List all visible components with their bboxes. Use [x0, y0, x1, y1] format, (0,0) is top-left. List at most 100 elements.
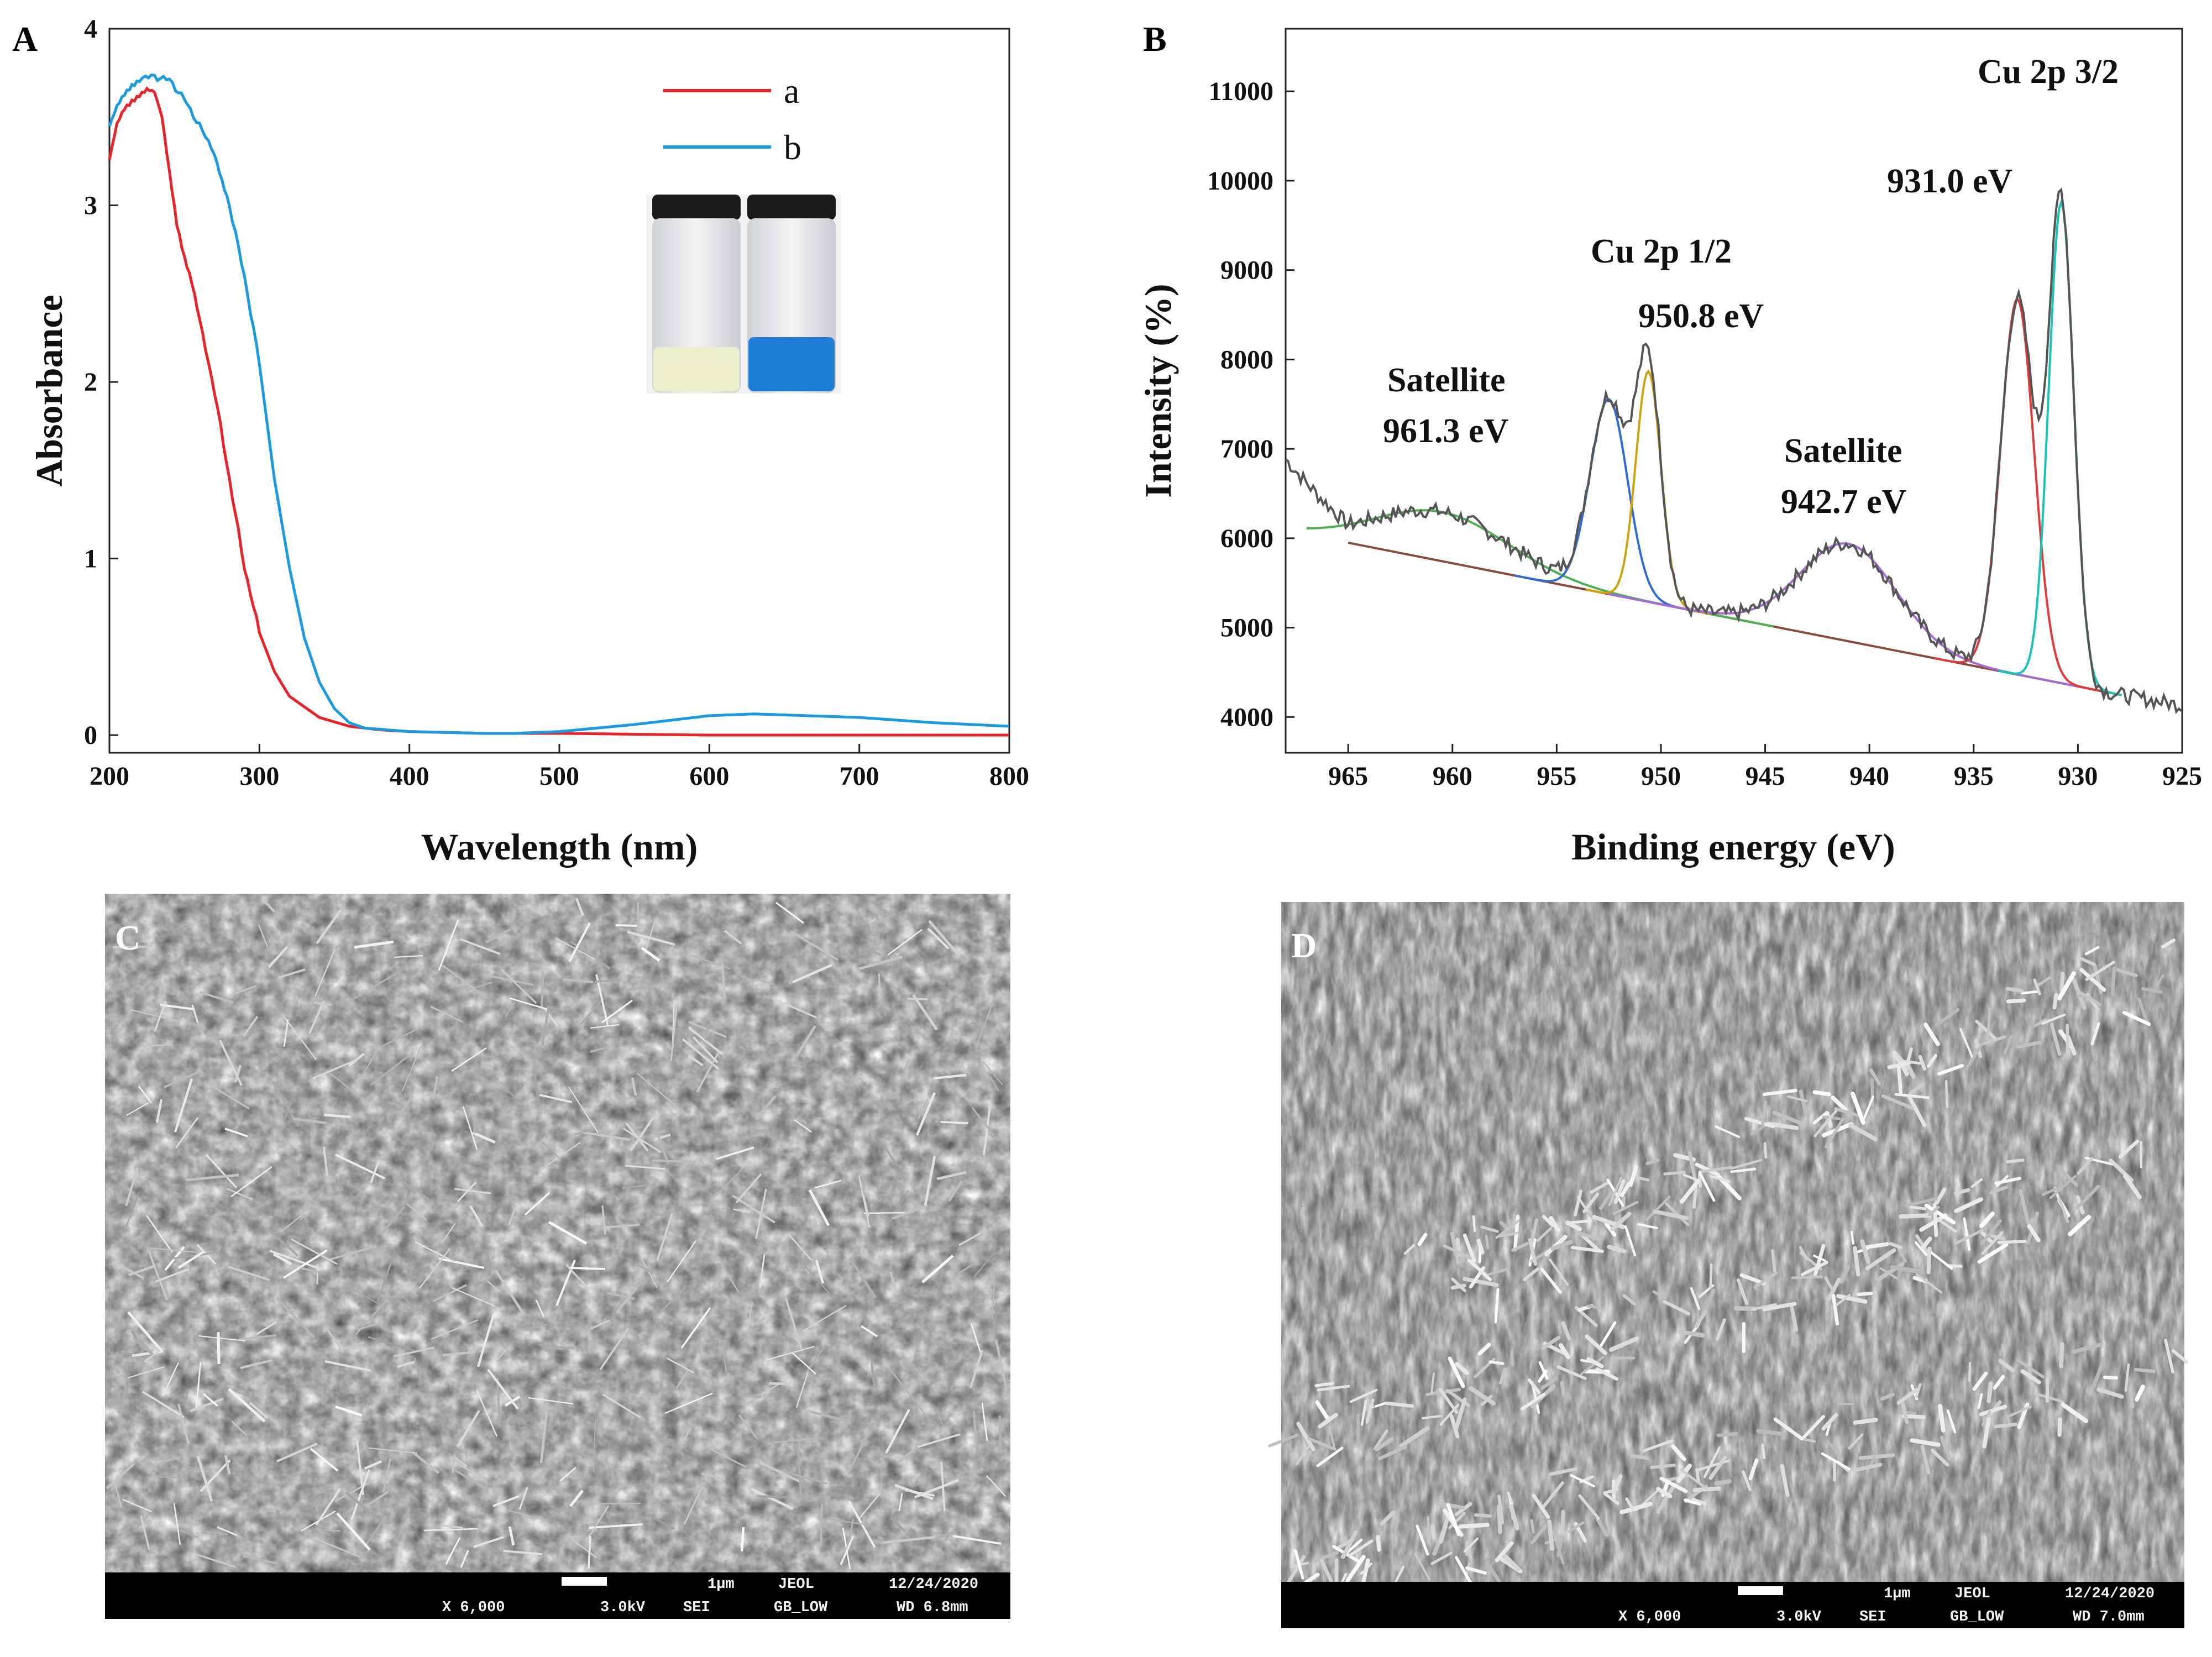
sem-flake	[272, 1252, 292, 1266]
sem-flake	[637, 1073, 680, 1109]
sem-flake	[376, 1258, 394, 1303]
sem-crystal	[2110, 966, 2116, 997]
sem-flake	[277, 968, 306, 979]
sem-flake	[354, 940, 394, 949]
sem-flake	[198, 1335, 246, 1341]
sem-crystal	[1465, 1566, 1487, 1575]
sem-flake	[986, 1475, 1006, 1497]
sem-flake	[524, 1192, 551, 1216]
sem-c-mag: X 6,000	[442, 1600, 505, 1616]
sem-crystal	[1541, 1377, 1558, 1389]
sem-crystal	[1421, 1414, 1442, 1420]
sem-crystal	[1801, 1261, 1828, 1276]
sem-flake	[200, 1459, 231, 1492]
sem-crystal	[1439, 1513, 1450, 1544]
sem-flake	[324, 1360, 371, 1372]
sem-crystal	[1944, 1079, 1949, 1109]
x-tick-label-b: 955	[1537, 762, 1576, 791]
sem-info-bar-c	[105, 1572, 1010, 1619]
sem-flake	[442, 1524, 463, 1529]
sem-crystal	[1934, 1008, 1960, 1027]
sem-crystal	[1994, 1422, 2018, 1429]
sem-flake	[159, 1456, 176, 1465]
sem-flake	[940, 1121, 969, 1124]
sem-crystal	[1748, 1458, 1759, 1481]
sem-flake	[168, 1251, 219, 1260]
sem-flake	[969, 1350, 984, 1388]
sem-crystal	[2061, 1402, 2088, 1423]
sem-crystal	[1853, 1462, 1883, 1472]
x-tick-label-a: 300	[239, 762, 279, 791]
annotation-satellite-1: Satellite	[1387, 361, 1506, 399]
sem-crystal	[1511, 1242, 1529, 1252]
sem-flake	[399, 1095, 414, 1115]
sem-flake	[369, 1491, 389, 1505]
sem-crystal	[1538, 1361, 1549, 1380]
sem-flake	[349, 1451, 363, 1465]
sem-flake	[364, 1460, 382, 1470]
sem-flake	[755, 1095, 777, 1120]
sem-crystal	[2123, 1174, 2142, 1199]
sem-flake	[127, 1311, 163, 1352]
sem-crystal	[1527, 1378, 1541, 1394]
sem-crystal	[1549, 1467, 1577, 1476]
sem-flake	[602, 1224, 640, 1229]
sem-crystal	[1761, 1443, 1766, 1460]
sem-crystal	[1736, 1278, 1749, 1305]
sem-crystal	[1930, 1448, 1949, 1467]
sem-crystal	[1980, 1219, 2002, 1245]
sem-crystal	[2068, 1215, 2091, 1236]
sem-flake	[315, 1488, 341, 1526]
sem-d-date: 12/24/2020	[2065, 1586, 2155, 1602]
sem-flake	[381, 1206, 405, 1234]
sem-crystal	[1865, 1456, 1876, 1474]
sem-flake	[957, 1262, 976, 1275]
sem-crystal	[1574, 1189, 1582, 1216]
sem-flake	[933, 1073, 967, 1080]
sem-crystal	[1802, 1438, 1816, 1443]
sem-crystal	[2118, 1139, 2140, 1159]
sem-crystal	[1902, 1060, 1922, 1065]
sem-crystal	[1549, 1216, 1560, 1233]
sem-flake	[356, 1440, 364, 1496]
sem-crystal	[1509, 1504, 1519, 1530]
y-tick-label-a: 0	[84, 721, 97, 750]
sem-crystal	[1928, 1205, 1940, 1216]
sem-crystal	[1813, 1109, 1838, 1137]
sem-flake	[231, 1420, 247, 1436]
sem-flake	[569, 1267, 606, 1270]
sem-crystal	[1870, 1078, 1874, 1107]
sem-flake	[562, 978, 594, 984]
sem-flake	[283, 1019, 289, 1047]
sem-crystal	[1448, 1356, 1465, 1388]
vial-cap-right	[747, 195, 836, 220]
sem-crystal	[1981, 1231, 2004, 1255]
series-group-a	[108, 73, 1010, 737]
sem-flake	[477, 1314, 495, 1367]
sem-crystal	[1590, 1181, 1610, 1194]
sem-crystal	[1975, 1020, 1996, 1040]
sem-crystal	[1742, 1470, 1752, 1491]
sem-crystal	[1756, 1429, 1787, 1436]
sem-flake	[258, 924, 269, 947]
sem-flake	[212, 1380, 259, 1402]
sem-crystal	[1541, 1335, 1561, 1350]
sem-flake	[117, 1391, 125, 1438]
sem-flake	[243, 1015, 259, 1037]
sem-flake	[503, 1550, 543, 1555]
sem-flake	[475, 1389, 498, 1437]
sem-flake	[172, 1467, 201, 1476]
sem-crystal	[1993, 1375, 2005, 1390]
sem-crystal	[2090, 1356, 2106, 1391]
sem-flake	[936, 1171, 967, 1181]
sem-flake	[415, 1241, 455, 1263]
sem-flake	[442, 964, 488, 999]
sem-crystal	[1716, 1318, 1726, 1341]
sem-crystal	[1474, 1513, 1492, 1518]
sem-crystal	[2078, 956, 2096, 966]
sem-crystal	[1569, 1219, 1592, 1224]
sem-crystal	[1926, 1246, 1932, 1275]
sem-flake	[623, 1128, 662, 1153]
sem-crystal	[1862, 1095, 1875, 1121]
sem-flake	[202, 1393, 219, 1407]
